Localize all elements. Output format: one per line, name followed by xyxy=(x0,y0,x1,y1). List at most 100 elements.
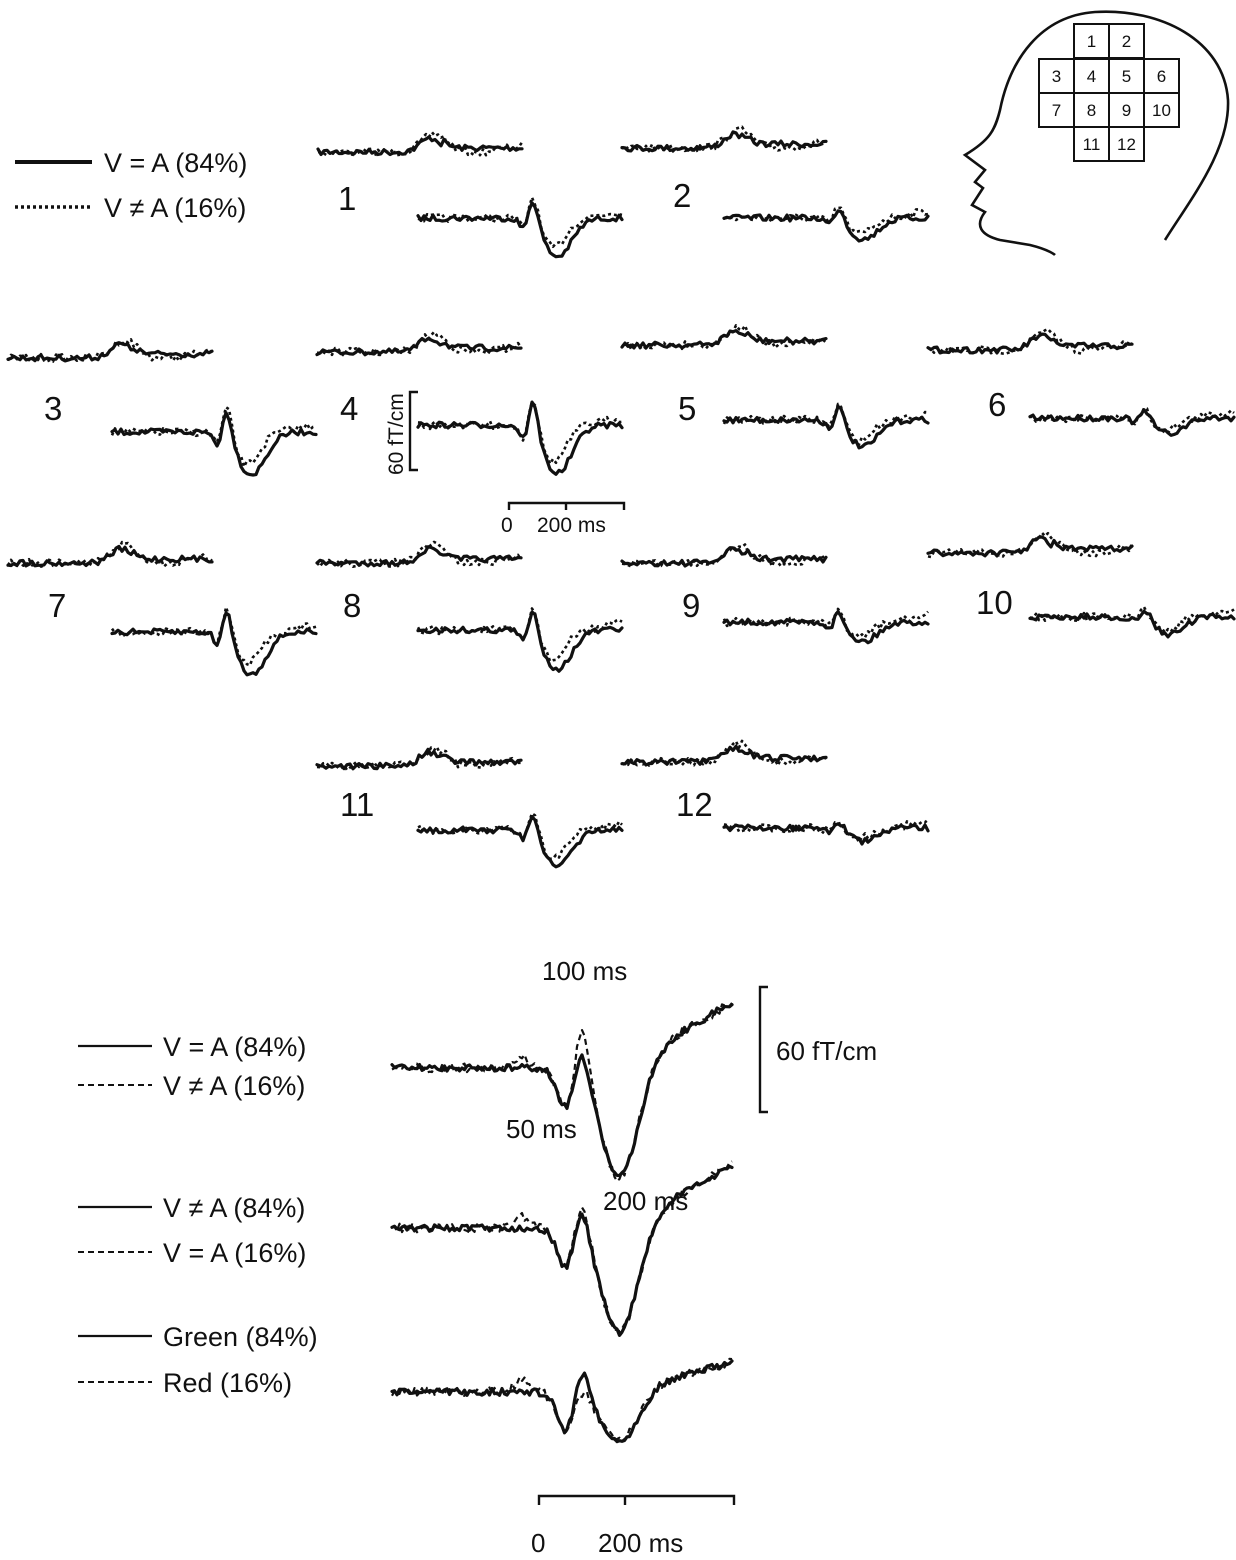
channel-11: 11 xyxy=(315,745,624,869)
channel-4: 4 xyxy=(315,330,624,476)
channel-label: 12 xyxy=(676,786,713,823)
averaged-traces xyxy=(390,1002,734,1444)
trace-lower-solid xyxy=(722,404,930,450)
annotation-50ms: 50 ms xyxy=(506,1114,577,1144)
top-amplitude-bar xyxy=(408,390,418,472)
trace-dashed xyxy=(391,1002,733,1183)
bottom-legend-2: V ≠ A (84%) V = A (16%) xyxy=(78,1193,306,1268)
trace-upper-solid xyxy=(620,546,828,568)
trace-lower-solid xyxy=(1028,408,1236,437)
trace-dashed xyxy=(391,1357,733,1443)
trace-lower-solid xyxy=(1028,609,1236,639)
bottom-legend-1-solid: V = A (84%) xyxy=(163,1032,306,1062)
sensor-cell-number: 7 xyxy=(1052,101,1061,120)
head-outline-icon xyxy=(962,10,1230,256)
channel-label: 5 xyxy=(678,390,696,427)
latency-annotations: 100 ms 50 ms 200 ms xyxy=(506,956,688,1216)
sensor-cell-number: 1 xyxy=(1087,32,1096,51)
channel-label: 8 xyxy=(343,587,361,624)
bottom-time-bar xyxy=(537,1494,736,1505)
channel-7: 7 xyxy=(6,540,318,677)
trace-dashed xyxy=(391,1160,733,1333)
averaged-trace-2 xyxy=(390,1160,734,1337)
bottom-time-end: 200 ms xyxy=(598,1528,683,1558)
bottom-legend-3-solid: Green (84%) xyxy=(163,1322,318,1352)
averaged-trace-3 xyxy=(390,1357,734,1444)
legend-dotted-label: V ≠ A (16%) xyxy=(104,193,246,223)
trace-lower-solid xyxy=(416,400,624,476)
trace-solid xyxy=(390,1359,734,1444)
sensor-cell-number: 12 xyxy=(1117,135,1136,154)
trace-lower-solid xyxy=(416,815,624,869)
bottom-scale-bar: 60 fT/cm 0 200 ms xyxy=(531,985,877,1558)
trace-upper-solid xyxy=(315,545,523,568)
trace-upper-solid xyxy=(926,332,1134,355)
channel-9: 9 xyxy=(620,543,930,645)
channel-8: 8 xyxy=(315,540,624,673)
trace-upper-dotted xyxy=(317,131,524,158)
trace-lower-dotted xyxy=(110,605,317,667)
trace-lower-solid xyxy=(416,610,624,673)
channel-1: 1 xyxy=(316,131,624,259)
trace-upper-dotted xyxy=(621,739,827,767)
sensor-cell-number: 4 xyxy=(1087,67,1096,86)
sensor-cell-number: 5 xyxy=(1122,67,1131,86)
annotation-200ms: 200 ms xyxy=(603,1186,688,1216)
trace-upper-dotted xyxy=(621,324,827,351)
channel-label: 7 xyxy=(48,587,66,624)
sensor-cell xyxy=(1073,58,1110,94)
bottom-time-start: 0 xyxy=(531,1528,545,1558)
trace-upper-solid xyxy=(620,744,828,767)
channel-10: 10 xyxy=(926,531,1236,639)
channel-2: 2 xyxy=(620,125,930,243)
bottom-legend-3-dashed: Red (16%) xyxy=(163,1368,292,1398)
annotation-100ms: 100 ms xyxy=(542,956,627,986)
sensor-cell xyxy=(1108,126,1145,162)
channel-label: 3 xyxy=(44,390,62,427)
channel-6: 6 xyxy=(926,327,1236,437)
channel-label: 2 xyxy=(673,177,691,214)
sensor-cell-number: 9 xyxy=(1122,101,1131,120)
top-legend: V = A (84%) V ≠ A (16%) xyxy=(15,148,247,223)
bottom-amplitude-label: 60 fT/cm xyxy=(776,1036,877,1066)
sensor-cell-number: 2 xyxy=(1122,32,1131,51)
sensor-cell-number: 8 xyxy=(1087,101,1096,120)
sensor-cell-number: 10 xyxy=(1152,101,1171,120)
sensor-cell-number: 11 xyxy=(1083,135,1101,154)
channel-label: 11 xyxy=(340,786,374,823)
trace-lower-solid xyxy=(722,209,930,243)
sensor-cell xyxy=(1038,92,1075,128)
trace-upper-dotted xyxy=(927,327,1134,355)
top-scale-bar: 60 fT/cm 0 200 ms xyxy=(385,390,626,537)
legend-solid-label: V = A (84%) xyxy=(104,148,247,178)
sensor-cell xyxy=(1143,58,1180,94)
bottom-legend-2-dashed: V = A (16%) xyxy=(163,1238,306,1268)
trace-lower-dotted xyxy=(110,405,317,468)
channel-3: 3 xyxy=(6,338,318,477)
bottom-amplitude-bar xyxy=(758,985,768,1114)
channel-label: 1 xyxy=(338,180,356,217)
trace-solid xyxy=(390,1003,734,1178)
channel-12: 12 xyxy=(620,739,930,846)
trace-upper-dotted xyxy=(315,540,523,568)
trace-lower-solid xyxy=(110,411,318,477)
trace-upper-solid xyxy=(6,341,214,363)
top-time-start: 0 xyxy=(501,514,513,537)
channel-label: 4 xyxy=(340,390,358,427)
bottom-legend-1-dashed: V ≠ A (16%) xyxy=(163,1071,305,1101)
trace-upper-solid xyxy=(316,135,524,157)
trace-lower-solid xyxy=(722,609,930,645)
bottom-legend-2-solid: V ≠ A (84%) xyxy=(163,1193,305,1223)
trace-lower-dotted xyxy=(417,812,623,861)
averaged-trace-1 xyxy=(390,1002,734,1183)
trace-upper-dotted xyxy=(927,531,1134,559)
channel-label: 6 xyxy=(988,386,1006,423)
trace-lower-dotted xyxy=(723,818,929,844)
trace-lower-dotted xyxy=(722,402,929,446)
trace-lower-dotted xyxy=(722,607,929,639)
trace-upper-solid xyxy=(620,329,828,350)
trace-lower-dotted xyxy=(417,400,623,466)
